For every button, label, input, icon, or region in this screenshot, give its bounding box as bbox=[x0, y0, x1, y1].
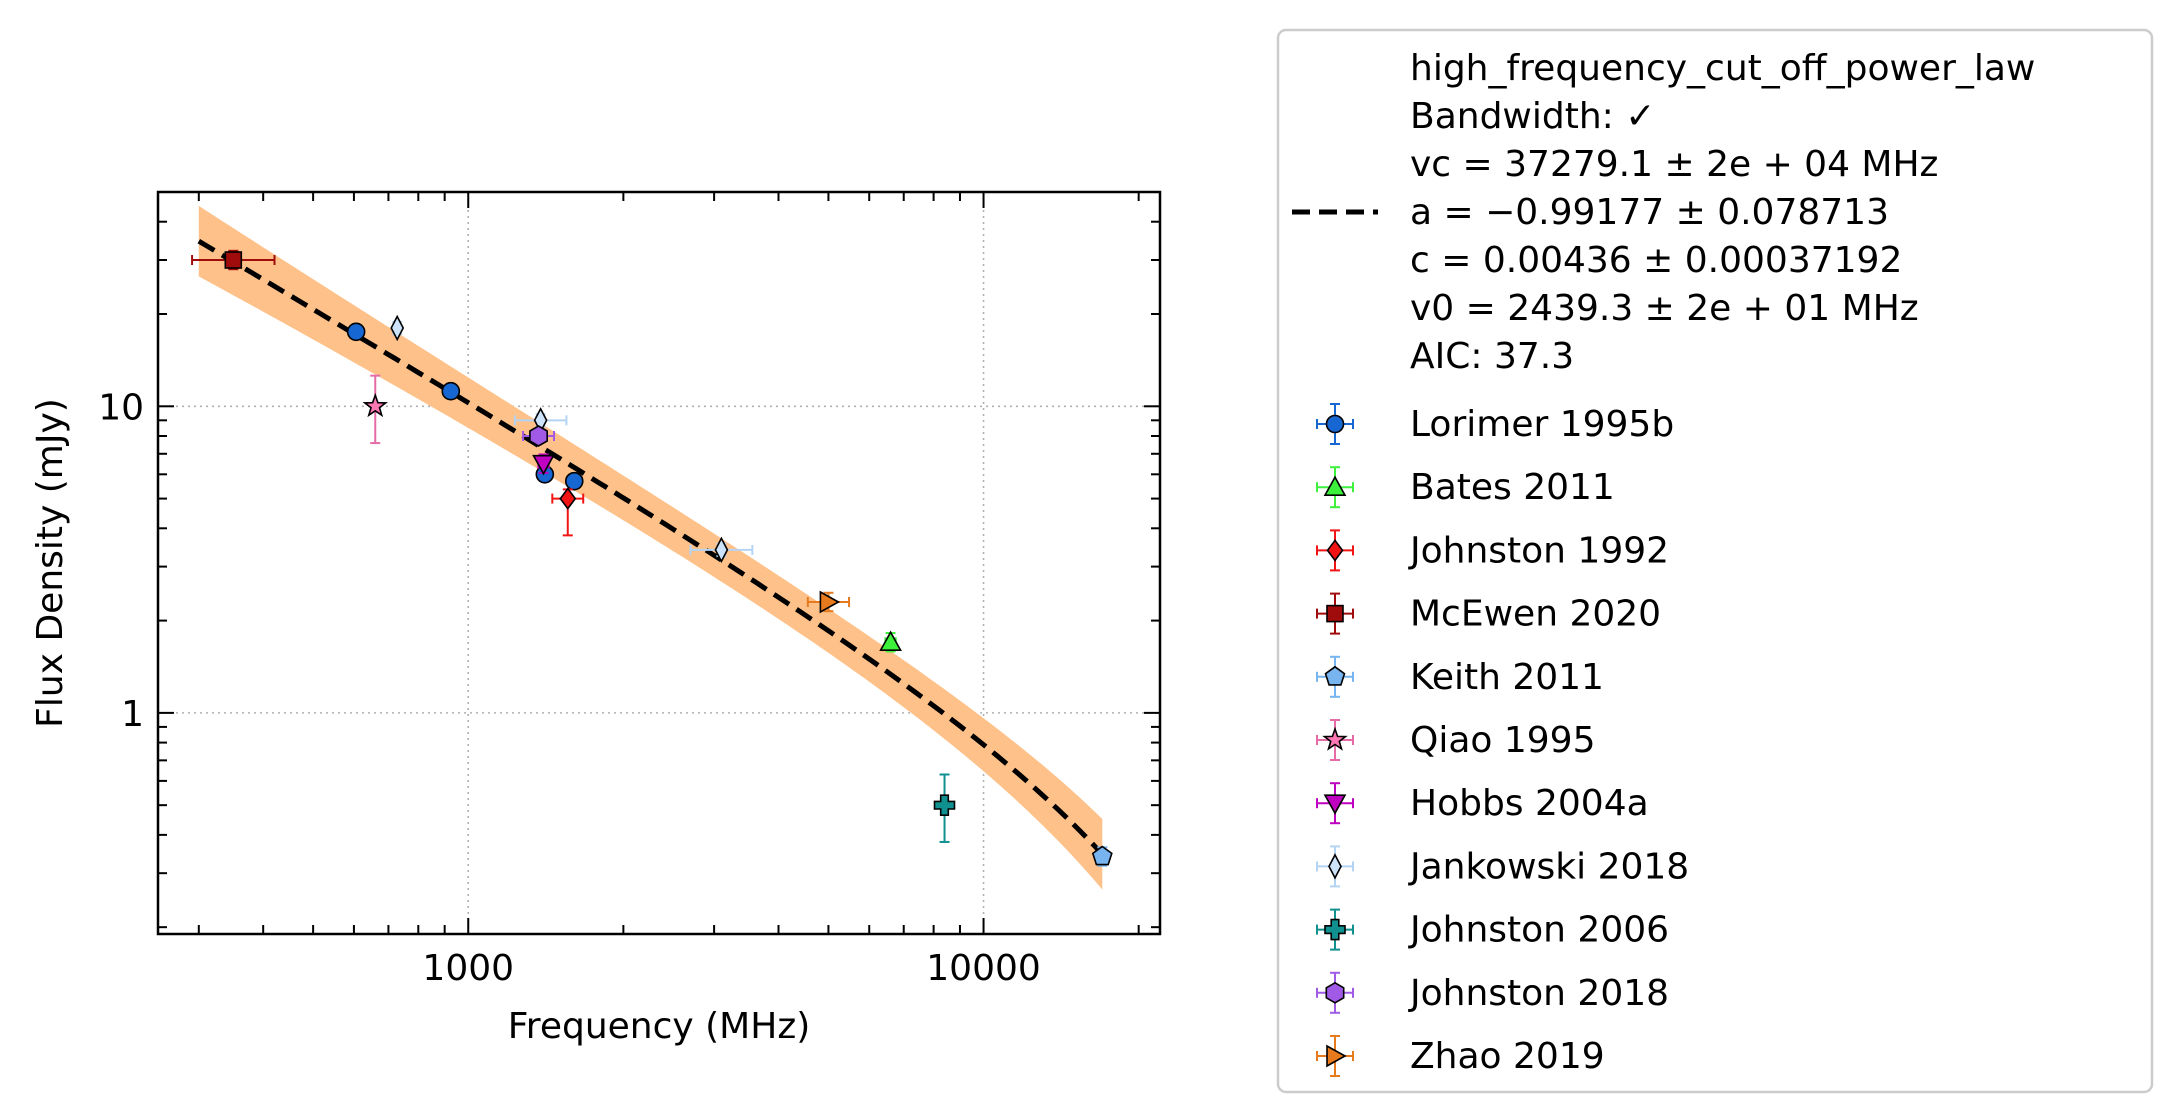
grid-lines bbox=[158, 192, 1160, 934]
legend-marker bbox=[1326, 604, 1344, 623]
y-tick-label: 10 bbox=[98, 387, 144, 428]
legend-marker bbox=[1328, 853, 1342, 880]
y-tick-label: 1 bbox=[121, 694, 144, 735]
legend-series-label: Keith 2011 bbox=[1410, 657, 1604, 698]
legend-series-label: Johnston 1992 bbox=[1408, 530, 1669, 571]
fit-band-area bbox=[198, 205, 1103, 890]
legend-entry: Johnston 2018 bbox=[1316, 971, 1669, 1014]
data-point bbox=[346, 322, 366, 342]
data-point bbox=[362, 392, 388, 418]
legend-frame bbox=[1276, 28, 2154, 1094]
legend-entry: Zhao 2019 bbox=[1316, 1035, 1605, 1077]
legend-fit-text-line: Bandwidth: ✓ bbox=[1410, 96, 1655, 137]
legend-entry: Hobbs 2004a bbox=[1316, 782, 1649, 825]
data-point bbox=[559, 487, 577, 510]
legend-entry: Jankowski 2018 bbox=[1316, 845, 1689, 888]
legend-marker bbox=[1324, 665, 1346, 686]
x-tick-label: 1000 bbox=[422, 948, 514, 989]
legend-series-label: McEwen 2020 bbox=[1410, 594, 1661, 635]
legend-marker bbox=[1325, 414, 1345, 434]
data-point bbox=[529, 425, 549, 447]
series-johnston-1992 bbox=[551, 487, 585, 537]
legend-fit-text-line: high_frequency_cut_off_power_law bbox=[1410, 48, 2035, 89]
fit-uncertainty-band bbox=[198, 205, 1103, 890]
axis-ticks: 1000 10000 1 10 bbox=[98, 191, 1160, 989]
data-points bbox=[191, 249, 1113, 867]
plot-area-frame bbox=[156, 190, 1162, 936]
series-keith-2011 bbox=[1091, 845, 1113, 867]
legend-series-label: Lorimer 1995b bbox=[1410, 404, 1674, 445]
legend: high_frequency_cut_off_power_law Bandwidt… bbox=[1276, 28, 2154, 1094]
data-point bbox=[441, 381, 461, 401]
data-point bbox=[714, 536, 729, 564]
x-axis-label: Frequency (MHz) bbox=[508, 1006, 811, 1047]
legend-series-label: Johnston 2006 bbox=[1408, 910, 1669, 951]
legend-entry: Keith 2011 bbox=[1316, 655, 1604, 698]
legend-entry: McEwen 2020 bbox=[1316, 592, 1661, 635]
data-point bbox=[564, 471, 584, 491]
series-johnston-2006 bbox=[933, 773, 956, 843]
data-point bbox=[390, 314, 405, 342]
legend-series-label: Bates 2011 bbox=[1410, 467, 1615, 508]
data-point bbox=[819, 590, 841, 614]
legend-fit-entry: high_frequency_cut_off_power_law Bandwidt… bbox=[1292, 48, 2035, 377]
data-point bbox=[224, 251, 243, 269]
series-johnston-2018 bbox=[522, 425, 555, 447]
legend-marker bbox=[1326, 539, 1344, 562]
legend-series-label: Qiao 1995 bbox=[1410, 720, 1595, 761]
data-point bbox=[879, 630, 902, 652]
legend-entry: Johnston 2006 bbox=[1316, 908, 1669, 951]
series-hobbs-2004a bbox=[532, 453, 555, 476]
legend-entry: Bates 2011 bbox=[1316, 466, 1615, 509]
x-tick-label: 10000 bbox=[926, 948, 1041, 989]
legend-fit-text-line: a = −0.99177 ± 0.078713 bbox=[1410, 192, 1889, 233]
data-point bbox=[532, 454, 555, 476]
series-bates-2011 bbox=[879, 630, 902, 653]
series-zhao-2019 bbox=[806, 590, 851, 614]
legend-marker bbox=[1323, 475, 1347, 497]
legend-marker bbox=[1325, 981, 1345, 1004]
data-point bbox=[1091, 845, 1113, 866]
legend-fit-text-line: vc = 37279.1 ± 2e + 04 MHz bbox=[1410, 144, 1938, 185]
series-mcewen-2020 bbox=[191, 249, 276, 271]
legend-series-label: Hobbs 2004a bbox=[1410, 783, 1649, 824]
legend-marker bbox=[1324, 918, 1346, 941]
legend-fit-text-line: v0 = 2439.3 ± 2e + 01 MHz bbox=[1410, 288, 1919, 329]
legend-entry: Qiao 1995 bbox=[1316, 719, 1595, 761]
legend-fit-text-line: AIC: 37.3 bbox=[1410, 336, 1574, 377]
y-axis-label: Flux Density (mJy) bbox=[30, 398, 71, 728]
series-qiao-1995 bbox=[362, 374, 388, 445]
legend-marker bbox=[1322, 726, 1348, 751]
legend-entry: Lorimer 1995b bbox=[1316, 403, 1674, 445]
legend-series-label: Jankowski 2018 bbox=[1408, 846, 1689, 887]
legend-marker bbox=[1326, 1044, 1347, 1068]
series-lorimer-1995b bbox=[346, 322, 584, 491]
legend-series-label: Zhao 2019 bbox=[1410, 1036, 1605, 1077]
data-point bbox=[933, 794, 956, 817]
legend-series-label: Johnston 2018 bbox=[1408, 973, 1669, 1014]
legend-marker bbox=[1323, 794, 1347, 815]
legend-fit-text-line: c = 0.00436 ± 0.00037192 bbox=[1410, 240, 1902, 281]
legend-series-entries: Lorimer 1995b Bates 2011 Johnston 1992 McEw… bbox=[1316, 403, 1689, 1077]
legend-entry: Johnston 1992 bbox=[1316, 529, 1669, 572]
